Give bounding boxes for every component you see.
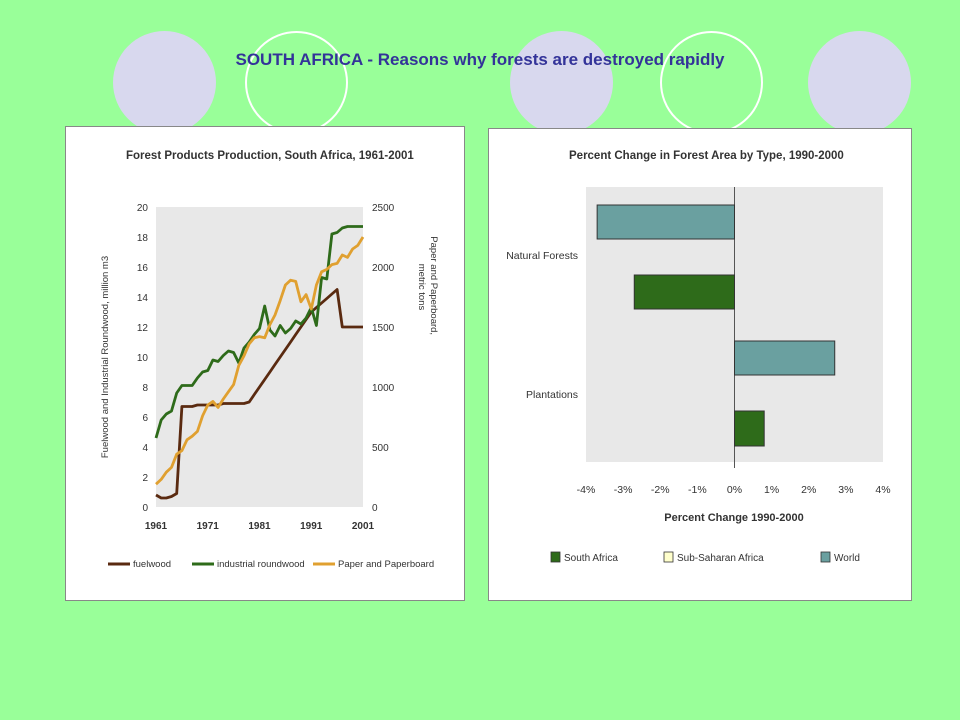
y-axis-label: Fuelwood and Industrial Roundwood, milli… <box>100 256 111 458</box>
y-tick-label: 14 <box>137 293 149 304</box>
legend-swatch <box>550 551 561 563</box>
legend-swatch <box>820 551 831 563</box>
bar-world-natural-forests <box>596 204 735 240</box>
x-axis-ticks: -4% -3% -2% -1% 0% 1% 2% 3% 4% <box>577 484 891 496</box>
forest-area-bar-chart: Percent Change in Forest Area by Type, 1… <box>506 150 891 564</box>
decorative-ring <box>245 31 348 134</box>
x-tick-label: 3% <box>838 484 853 496</box>
y-tick-label: 8 <box>142 383 148 394</box>
bar-south-africa-natural-forests <box>633 274 735 310</box>
legend-label: Paper and Paperboard <box>338 559 434 570</box>
legend-label: World <box>834 553 860 564</box>
decorative-circle <box>510 31 613 134</box>
decorative-circle <box>113 31 216 134</box>
category-label: Plantations <box>526 389 578 401</box>
x-tick-label: -4% <box>577 484 596 496</box>
x-tick-label: 1971 <box>197 521 220 532</box>
y2-axis-label: Paper and Paperboard, metric tons <box>416 236 439 337</box>
chart-title: Percent Change in Forest Area by Type, 1… <box>569 150 844 162</box>
y2-tick-label: 2500 <box>372 203 395 214</box>
y-tick-label: 0 <box>142 503 148 514</box>
x-tick-label: -3% <box>614 484 633 496</box>
x-tick-label: 1961 <box>145 521 168 532</box>
x-tick-label: -1% <box>688 484 707 496</box>
series-line-fuelwood <box>155 288 363 500</box>
legend-label: South Africa <box>564 553 618 564</box>
x-tick-label: 0% <box>727 484 742 496</box>
category-label: Natural Forests <box>506 250 578 262</box>
x-tick-label: 1% <box>764 484 779 496</box>
y-axis-ticks: 0 2 4 6 8 10 12 14 16 18 20 <box>137 203 149 514</box>
y2-tick-label: 1000 <box>372 383 395 394</box>
y-tick-label: 12 <box>137 323 149 334</box>
x-axis-label: Percent Change 1990-2000 <box>664 512 803 524</box>
series-lines <box>154 225 365 500</box>
y2-tick-label: 2000 <box>372 263 395 274</box>
legend: South Africa Sub-Saharan Africa World <box>550 551 860 564</box>
y2-tick-label: 500 <box>372 443 389 454</box>
forest-products-line-chart: Forest Products Production, South Africa… <box>100 150 439 570</box>
x-tick-label: 1991 <box>300 521 323 532</box>
bar-south-africa-plantations <box>734 410 765 447</box>
series-line-paper-and-paperboard <box>155 236 365 486</box>
y2-axis-ticks: 0 500 1000 1500 2000 2500 <box>372 203 395 514</box>
y2-tick-label: 1500 <box>372 323 395 334</box>
decorative-ring <box>660 31 763 134</box>
x-tick-label: 2001 <box>352 521 375 532</box>
y-tick-label: 20 <box>137 203 149 214</box>
y-tick-label: 18 <box>137 233 149 244</box>
y2-tick-label: 0 <box>372 503 378 514</box>
y-tick-label: 2 <box>142 473 148 484</box>
legend-label: fuelwood <box>133 559 171 570</box>
legend-label: industrial roundwood <box>217 559 305 570</box>
x-axis-ticks: 1961 1971 1981 1991 2001 <box>145 521 375 532</box>
legend-label: Sub-Saharan Africa <box>677 553 764 564</box>
legend-swatch <box>663 551 674 563</box>
y-tick-label: 6 <box>142 413 148 424</box>
x-tick-label: 1981 <box>248 521 271 532</box>
x-tick-label: 2% <box>801 484 816 496</box>
legend: fuelwood industrial roundwood Paper and Pa… <box>108 559 434 570</box>
slide-title: SOUTH AFRICA - Reasons why forests are d… <box>235 50 725 69</box>
y-tick-label: 4 <box>142 443 148 454</box>
forest-area-change-chart-panel: Percent Change in Forest Area by Type, 1… <box>488 128 912 601</box>
category-labels: Natural Forests Plantations <box>506 250 578 401</box>
bars <box>596 187 836 468</box>
plot-area <box>156 207 363 507</box>
x-tick-label: 4% <box>875 484 890 496</box>
forest-products-chart-panel: Forest Products Production, South Africa… <box>65 126 465 601</box>
y-tick-label: 16 <box>137 263 149 274</box>
y-tick-label: 10 <box>137 353 149 364</box>
series-line-industrial-roundwood <box>154 225 363 439</box>
x-tick-label: -2% <box>651 484 670 496</box>
decorative-circle <box>808 31 911 134</box>
chart-title: Forest Products Production, South Africa… <box>126 150 414 162</box>
bar-world-plantations <box>734 340 836 376</box>
